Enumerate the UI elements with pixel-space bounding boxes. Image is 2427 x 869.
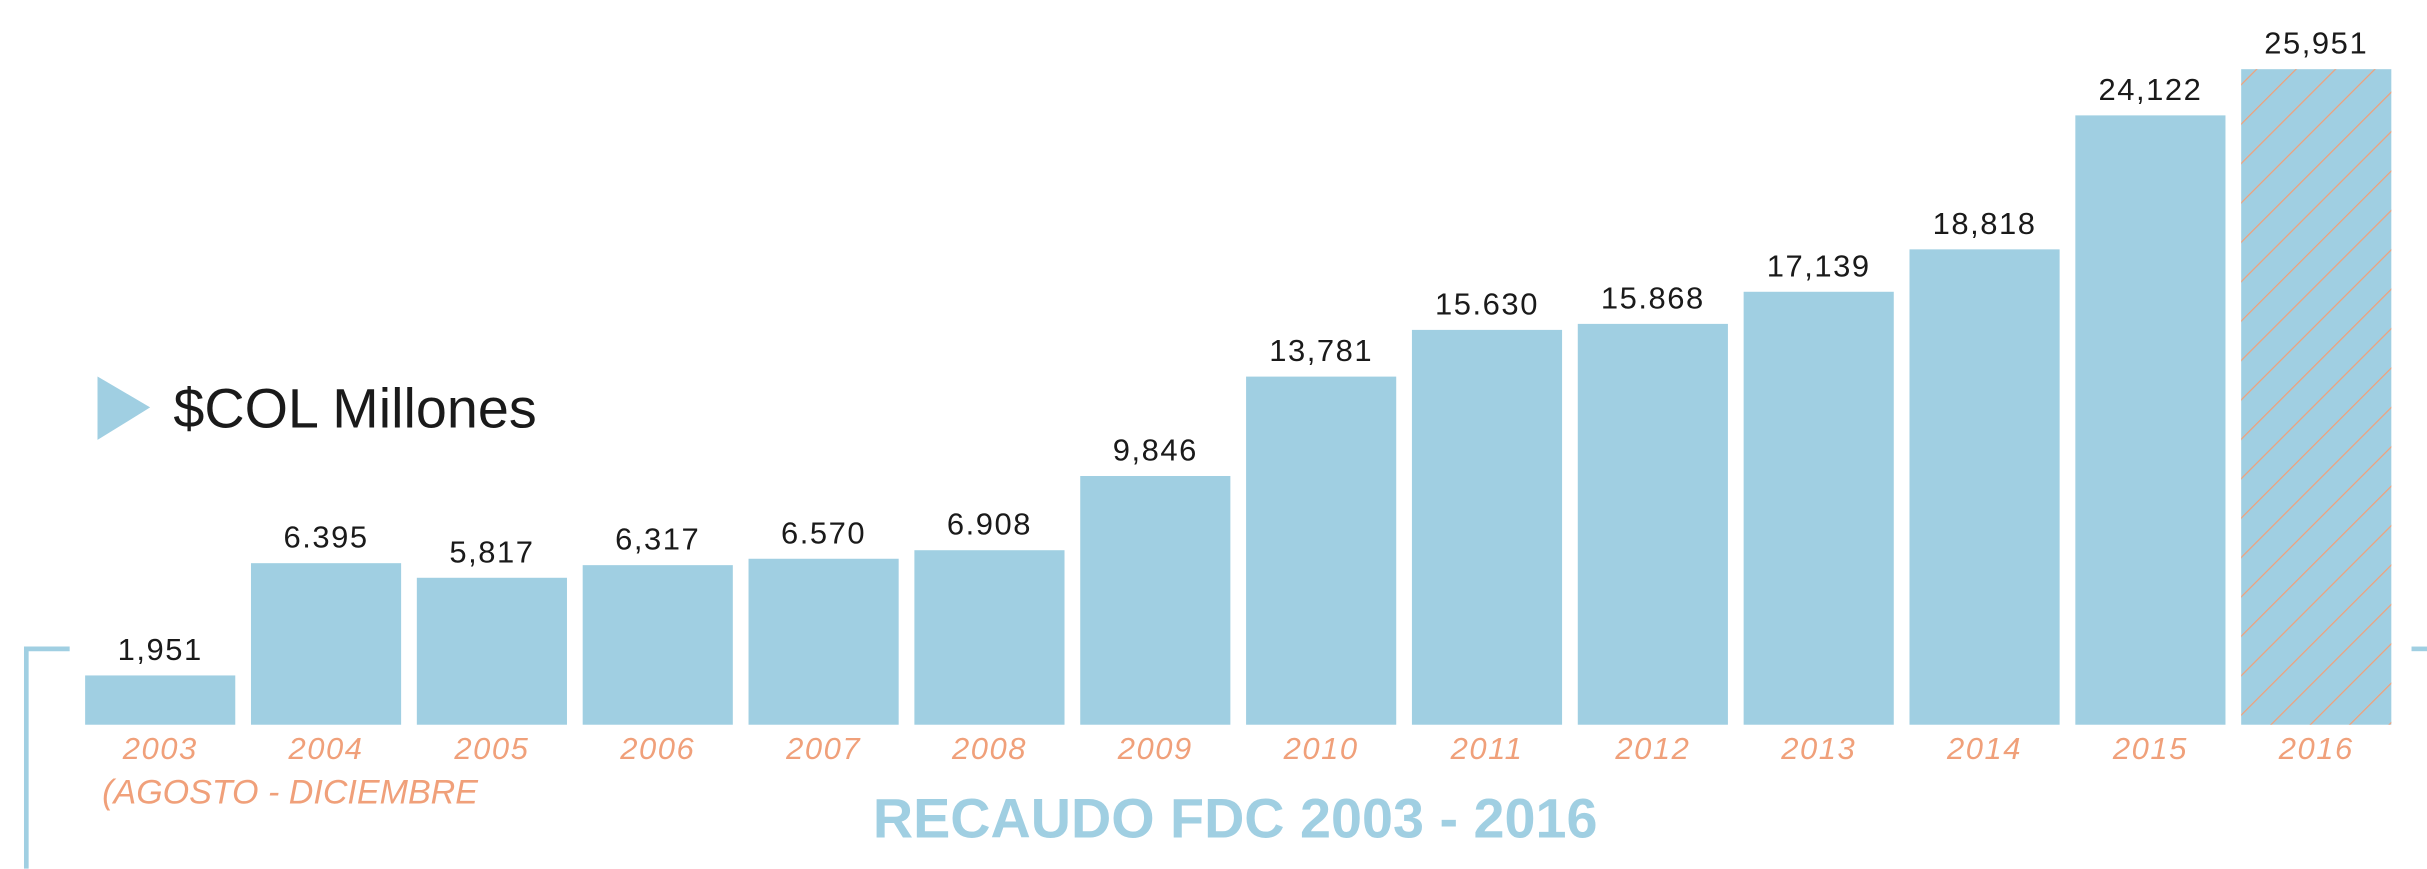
x-tick-label: 2012	[1614, 731, 1690, 766]
x-tick-label: 2010	[1283, 731, 1359, 766]
value-label: 6.570	[781, 515, 866, 550]
value-label: 6.908	[947, 507, 1032, 542]
bar	[582, 565, 733, 725]
value-label: 25,951	[2264, 26, 2368, 61]
value-label: 15.630	[1435, 286, 1539, 321]
bar	[250, 563, 402, 725]
value-label: 15.868	[1601, 280, 1705, 315]
bar	[1246, 376, 1397, 725]
x-tick-label: 2016	[2278, 731, 2354, 766]
x-tick-label: 2014	[1946, 731, 2022, 766]
unit-label: $COL Millones	[173, 378, 536, 440]
value-label: 1,951	[118, 632, 203, 667]
x-tick-label: 2005	[453, 731, 529, 766]
bar	[1743, 291, 1894, 725]
value-label: 24,122	[2098, 72, 2202, 107]
unit-marker	[97, 376, 151, 440]
bar	[748, 558, 899, 725]
chart-title: RECAUDO FDC 2003 - 2016	[873, 788, 1598, 850]
bar	[914, 550, 1065, 725]
x-tick-label: 2003	[122, 731, 198, 766]
value-label: 18,818	[1933, 206, 2037, 241]
bar-hatch	[2241, 69, 2392, 725]
value-label: 17,139	[1767, 248, 1871, 283]
bar	[1577, 323, 1728, 725]
value-label: 9,846	[1113, 433, 1198, 468]
value-label: 6,317	[615, 522, 700, 557]
x-tick-label: 2015	[2112, 731, 2188, 766]
value-label: 6.395	[283, 520, 368, 555]
bracket	[23, 646, 70, 869]
bar	[85, 675, 236, 725]
annotation: (AGOSTO - DICIEMBRE	[102, 774, 479, 812]
x-tick-label: 2006	[619, 731, 695, 766]
x-tick-label: 2009	[1117, 731, 1193, 766]
value-label: 13,781	[1269, 333, 1373, 368]
bar	[1080, 476, 1231, 725]
bar	[1411, 329, 1563, 725]
value-label: 5,817	[449, 534, 534, 569]
x-tick-label: 2008	[951, 731, 1027, 766]
x-tick-label: 2004	[288, 731, 364, 766]
bar	[416, 577, 567, 725]
bar	[1909, 249, 2060, 725]
x-tick-label: 2011	[1450, 731, 1524, 766]
x-tick-label: 2007	[785, 731, 861, 766]
x-tick-label: 2013	[1780, 731, 1856, 766]
bar	[2075, 115, 2226, 725]
